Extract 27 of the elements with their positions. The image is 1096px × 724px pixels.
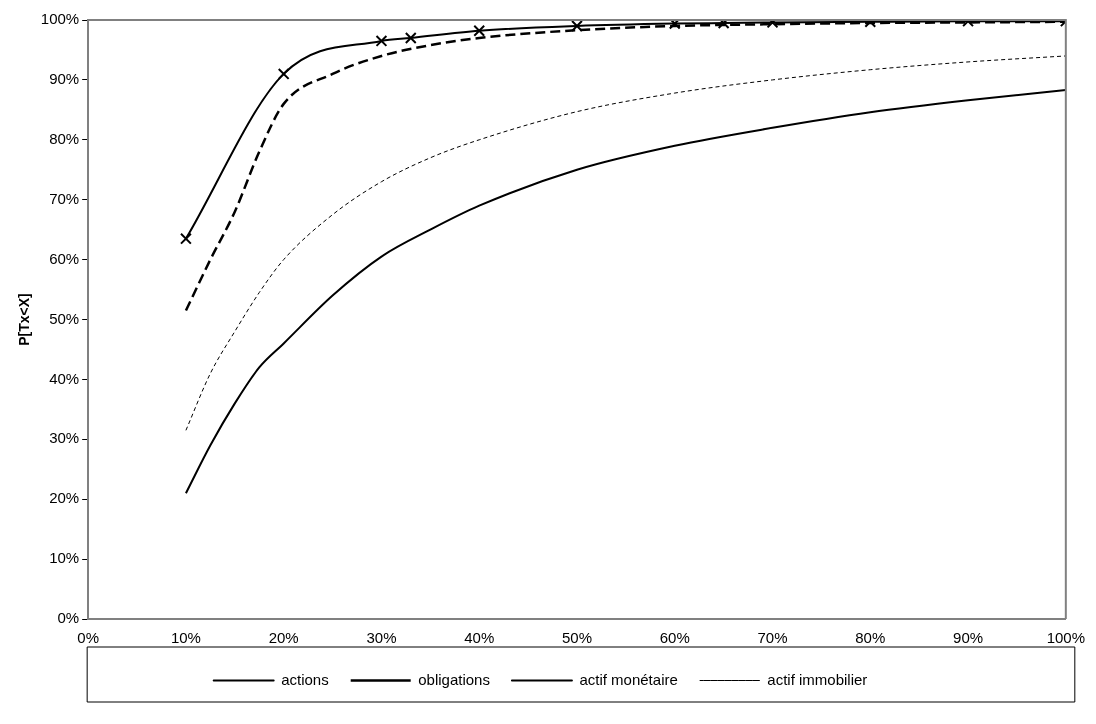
y-axis-title: P[Tx<X] [16, 293, 33, 346]
x-tick-label: 70% [757, 629, 788, 647]
x-tick-label: 10% [170, 629, 201, 647]
x-tick-label: 100% [1046, 629, 1086, 647]
y-tick-label: 80% [49, 129, 80, 147]
y-tick-label: 0% [57, 609, 80, 627]
legend-label: obligations [418, 670, 490, 688]
legend-label: actions [281, 670, 329, 688]
y-tick-label: 10% [49, 549, 80, 567]
x-tick-label: 50% [561, 629, 593, 647]
y-tick-label: 60% [49, 249, 80, 267]
legend-label: actif monétaire [579, 670, 678, 688]
y-tick-label: 20% [49, 489, 80, 507]
x-tick-label: 90% [953, 629, 984, 647]
y-tick-label: 50% [49, 309, 80, 327]
x-tick-label: 0% [77, 629, 100, 647]
y-tick-label: 40% [49, 369, 80, 387]
y-tick-label: 70% [49, 189, 80, 207]
legend-label: actif immobilier [767, 670, 868, 688]
x-tick-label: 40% [464, 629, 495, 647]
x-tick-label: 80% [855, 629, 886, 647]
y-tick-label: 30% [49, 429, 80, 447]
x-tick-label: 20% [268, 629, 299, 647]
y-tick-label: 90% [49, 70, 80, 88]
x-tick-label: 60% [659, 629, 690, 647]
y-tick-label: 100% [40, 10, 80, 28]
x-tick-label: 30% [366, 629, 397, 647]
